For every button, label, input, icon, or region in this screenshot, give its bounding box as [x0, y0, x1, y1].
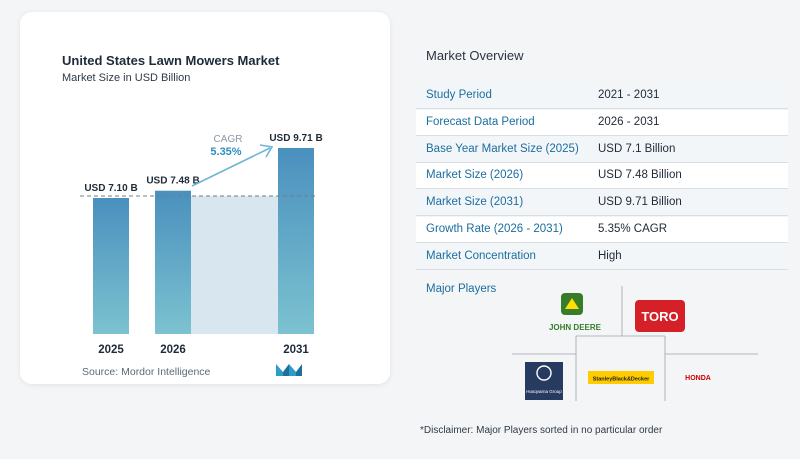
- overview-row: Market Size (2026) USD 7.48 Billion: [416, 163, 788, 190]
- overview-row-value: High: [598, 249, 622, 262]
- bar-2031: [278, 148, 314, 334]
- cagr-arrow-head: [259, 144, 274, 158]
- player-husqvarna: Husqvarna Group: [526, 389, 562, 394]
- overview-row: Market Size (2031) USD 9.71 Billion: [416, 190, 788, 217]
- bar-chart: USD 7.10 B 2025 USD 7.48 B 2026 USD 9.71 B 20…: [80, 133, 323, 356]
- toro-logo: TORO: [635, 300, 685, 332]
- overview-row-label: Growth Rate (2026 - 2031): [426, 223, 563, 235]
- john-deere-logo: JOHN DEERE: [549, 293, 602, 332]
- overview-row-label: Market Concentration: [426, 249, 536, 262]
- mordor-logo-icon: [276, 364, 302, 376]
- player-toro: TORO: [641, 309, 678, 324]
- player-stanley-black-decker: StanleyBlack&Decker: [593, 377, 650, 383]
- overview-row: Study Period 2021 - 2031: [416, 83, 788, 109]
- overview-title: Market Overview: [426, 48, 524, 63]
- overview-row: Forecast Data Period 2026 - 2031: [416, 109, 788, 136]
- cagr-value: 5.35%: [210, 146, 241, 158]
- bar-2025: [93, 197, 129, 334]
- overview-row-value: USD 7.48 Billion: [598, 169, 682, 182]
- disclaimer-note: *Disclaimer: Major Players sorted in no …: [420, 425, 663, 436]
- player-honda: HONDA: [685, 375, 711, 382]
- bar-value-label: USD 7.48 B: [146, 176, 199, 187]
- overview-row-label: Base Year Market Size (2025): [426, 142, 579, 155]
- overview-row-value: USD 7.1 Billion: [598, 142, 676, 155]
- husqvarna-logo: Husqvarna Group: [525, 362, 563, 400]
- overview-row: Market Concentration High: [416, 243, 788, 270]
- overview-row: Base Year Market Size (2025) USD 7.1 Bill…: [416, 136, 788, 163]
- overview-row-label: Market Size (2031): [426, 196, 524, 209]
- forecast-band: [190, 196, 278, 334]
- source-note: Source: Mordor Intelligence: [82, 366, 211, 378]
- chart-title: United States Lawn Mowers Market: [62, 53, 280, 68]
- x-tick-label: 2026: [160, 344, 186, 356]
- major-players-logos: JOHN DEERE TORO Husqvarna Group StanleyB…: [512, 286, 758, 401]
- player-john-deere: JOHN DEERE: [549, 323, 602, 332]
- honda-logo: HONDA: [685, 375, 711, 382]
- major-players-label: Major Players: [426, 283, 497, 295]
- overview-row-label: Forecast Data Period: [426, 115, 535, 128]
- overview-row-value: 2026 - 2031: [598, 115, 660, 128]
- stanley-black-decker-logo: StanleyBlack&Decker: [588, 371, 654, 384]
- overview-row: Growth Rate (2026 - 2031) 5.35% CAGR: [416, 217, 788, 243]
- cagr-label: CAGR: [214, 134, 243, 145]
- overview-row-value: 2021 - 2031: [598, 89, 660, 101]
- overview-row-label: Study Period: [426, 89, 492, 101]
- overview-row-value: USD 9.71 Billion: [598, 196, 682, 209]
- x-tick-label: 2025: [98, 344, 124, 356]
- overview-row-label: Market Size (2026): [426, 169, 524, 182]
- overview-row-value: 5.35% CAGR: [598, 223, 668, 235]
- chart-subtitle: Market Size in USD Billion: [62, 72, 191, 84]
- bar-value-label: USD 7.10 B: [84, 183, 137, 194]
- cagr-arrow: [191, 147, 271, 187]
- bar-2026: [155, 190, 191, 334]
- bar-value-label: USD 9.71 B: [269, 133, 322, 144]
- x-tick-label: 2031: [283, 344, 309, 356]
